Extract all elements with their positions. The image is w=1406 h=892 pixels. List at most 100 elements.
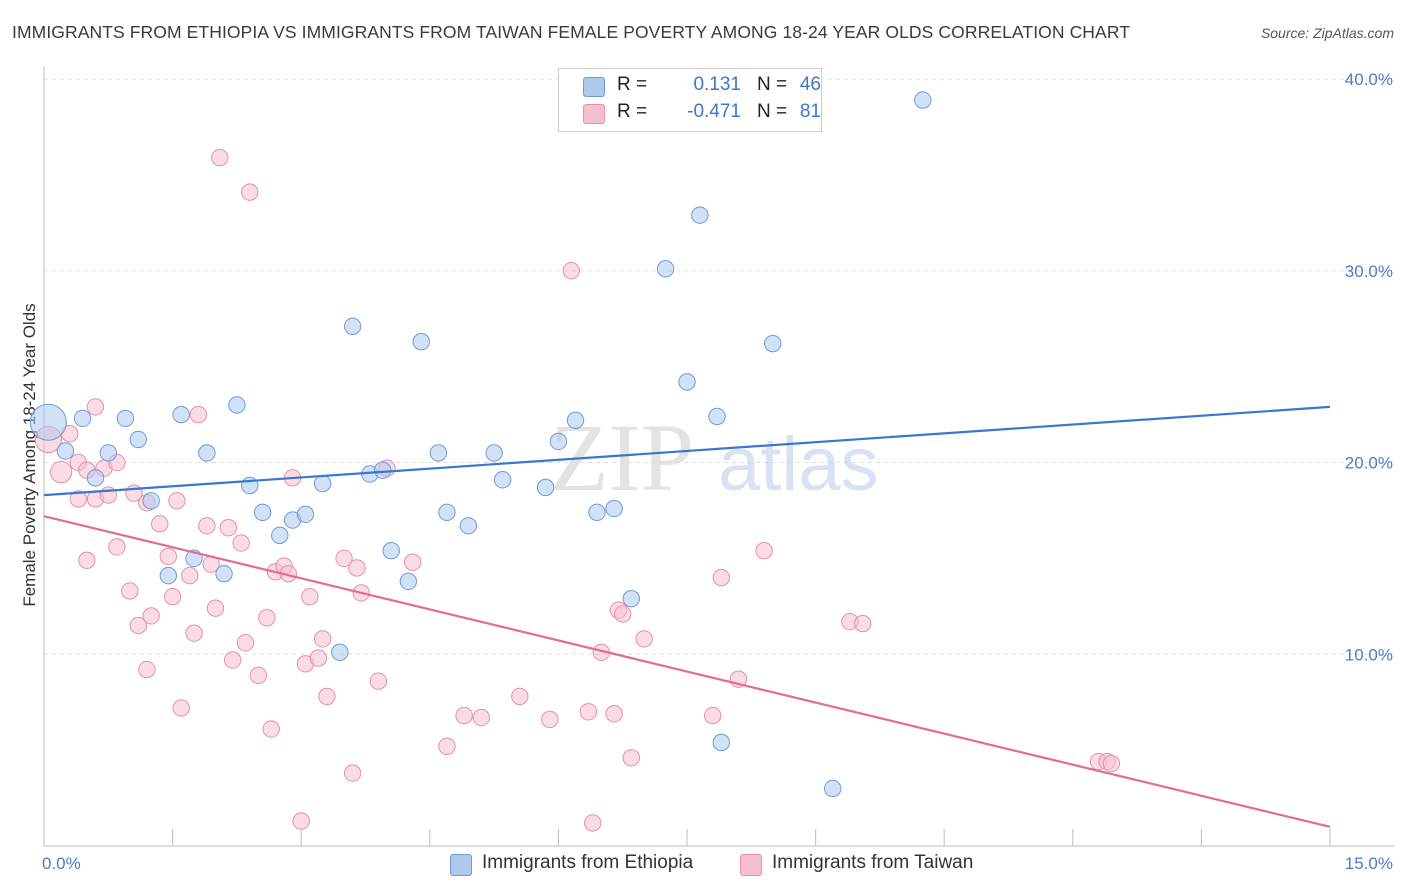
chart-title: IMMIGRANTS FROM ETHIOPIA VS IMMIGRANTS F… (12, 22, 1131, 42)
taiwan-point-22[interactable] (168, 492, 186, 510)
ethiopia-point-8[interactable] (159, 566, 178, 585)
ethiopia-point-1[interactable] (56, 442, 75, 460)
taiwan-point-58[interactable] (472, 708, 490, 727)
taiwan-point-48[interactable] (318, 687, 336, 706)
ethiopia-point-15[interactable] (253, 503, 272, 522)
ethiopia-point-16[interactable] (271, 526, 289, 545)
ethiopia-point-11[interactable] (198, 444, 216, 462)
taiwan-point-75[interactable] (854, 614, 872, 633)
taiwan-point-32[interactable] (223, 651, 242, 669)
ethiopia-point-20[interactable] (331, 643, 349, 662)
ethiopia-point-2[interactable] (86, 469, 105, 487)
ethiopia-point-36[interactable] (605, 499, 623, 518)
taiwan-point-60[interactable] (541, 710, 559, 729)
taiwan-point-57[interactable] (455, 706, 473, 725)
taiwan-point-15[interactable] (129, 616, 148, 635)
taiwan-point-34[interactable] (236, 634, 255, 652)
ethiopia-point-28[interactable] (438, 503, 456, 522)
ethiopia-point-32[interactable] (536, 478, 555, 497)
ethiopia-point-26[interactable] (412, 332, 430, 351)
ethiopia-point-19[interactable] (313, 474, 332, 493)
taiwan-point-56[interactable] (438, 737, 456, 755)
taiwan-point-62[interactable] (579, 703, 598, 721)
ethiopia-point-45[interactable] (914, 91, 932, 109)
ethiopia-point-3[interactable] (73, 409, 92, 428)
ethiopia-point-12[interactable] (215, 565, 233, 583)
taiwan-point-21[interactable] (163, 588, 182, 606)
taiwan-point-19[interactable] (151, 515, 169, 533)
taiwan-point-59[interactable] (511, 687, 529, 706)
taiwan-point-38[interactable] (262, 720, 280, 738)
ethiopia-point-37[interactable] (622, 589, 640, 608)
ethiopia-point-40[interactable] (691, 206, 709, 224)
taiwan-point-63[interactable] (583, 814, 602, 832)
ethiopia-point-23[interactable] (373, 461, 392, 479)
ethiopia-point-42[interactable] (712, 733, 730, 752)
ethiopia-point-29[interactable] (459, 517, 478, 535)
taiwan-point-47[interactable] (313, 630, 332, 648)
taiwan-point-43[interactable] (292, 812, 310, 830)
ethiopia-point-5[interactable] (116, 409, 135, 428)
taiwan-point-13[interactable] (121, 582, 139, 600)
taiwan-point-12[interactable] (108, 538, 126, 556)
taiwan-point-27[interactable] (198, 517, 216, 535)
taiwan-point-35[interactable] (241, 183, 259, 201)
taiwan-point-73[interactable] (755, 542, 773, 560)
ethiopia-point-38[interactable] (656, 260, 675, 278)
ethiopia-point-27[interactable] (429, 444, 448, 462)
taiwan-point-1[interactable] (49, 460, 73, 484)
taiwan-point-31[interactable] (219, 518, 238, 537)
taiwan-point-68[interactable] (622, 749, 640, 767)
ethiopia-point-44[interactable] (824, 779, 842, 798)
taiwan-point-71[interactable] (712, 568, 730, 587)
taiwan-point-36[interactable] (249, 666, 268, 685)
taiwan-point-46[interactable] (309, 649, 328, 667)
series-taiwan-points (34, 148, 1121, 832)
taiwan-point-6[interactable] (78, 551, 96, 569)
ethiopia-point-21[interactable] (343, 317, 362, 336)
ethiopia-point-0[interactable] (29, 403, 67, 441)
ethiopia-point-33[interactable] (549, 432, 568, 451)
taiwan-point-70[interactable] (704, 706, 722, 725)
taiwan-point-17[interactable] (138, 660, 156, 679)
ethiopia-point-39[interactable] (678, 373, 696, 391)
ethiopia-point-30[interactable] (485, 444, 503, 462)
taiwan-point-51[interactable] (348, 559, 366, 577)
taiwan-point-61[interactable] (562, 262, 580, 280)
taiwan-point-33[interactable] (232, 534, 250, 552)
taiwan-point-25[interactable] (185, 624, 203, 642)
taiwan-point-65[interactable] (605, 704, 623, 723)
taiwan-point-5[interactable] (69, 490, 87, 508)
taiwan-point-53[interactable] (369, 672, 388, 690)
ethiopia-point-41[interactable] (708, 407, 726, 426)
ethiopia-point-18[interactable] (296, 505, 315, 523)
ethiopia-point-43[interactable] (764, 334, 782, 353)
taiwan-point-20[interactable] (159, 547, 178, 566)
taiwan-point-26[interactable] (189, 405, 208, 424)
taiwan-point-55[interactable] (403, 553, 422, 571)
taiwan-point-49[interactable] (335, 549, 353, 568)
ethiopia-point-13[interactable] (228, 396, 246, 414)
taiwan-point-30[interactable] (211, 148, 229, 167)
taiwan-point-24[interactable] (181, 566, 199, 585)
taiwan-point-18[interactable] (142, 607, 160, 625)
taiwan-point-69[interactable] (635, 630, 653, 648)
ethiopia-point-4[interactable] (99, 444, 118, 462)
taiwan-point-23[interactable] (172, 699, 190, 717)
ethiopia-point-9[interactable] (172, 405, 190, 424)
taiwan-point-45[interactable] (301, 588, 319, 606)
ethiopia-point-6[interactable] (129, 430, 148, 449)
taiwan-point-37[interactable] (258, 609, 276, 627)
taiwan-point-78[interactable] (1102, 754, 1121, 773)
ethiopia-point-24[interactable] (382, 542, 400, 560)
taiwan-point-29[interactable] (206, 599, 225, 617)
ethiopia-point-35[interactable] (588, 503, 606, 522)
ethiopia-point-34[interactable] (566, 411, 585, 430)
taiwan-point-67[interactable] (614, 605, 632, 623)
ethiopia-point-25[interactable] (399, 572, 418, 591)
ethiopia-point-7[interactable] (142, 492, 160, 510)
ethiopia-point-31[interactable] (493, 471, 512, 489)
taiwan-point-8[interactable] (86, 398, 105, 416)
taiwan-point-50[interactable] (343, 764, 362, 782)
